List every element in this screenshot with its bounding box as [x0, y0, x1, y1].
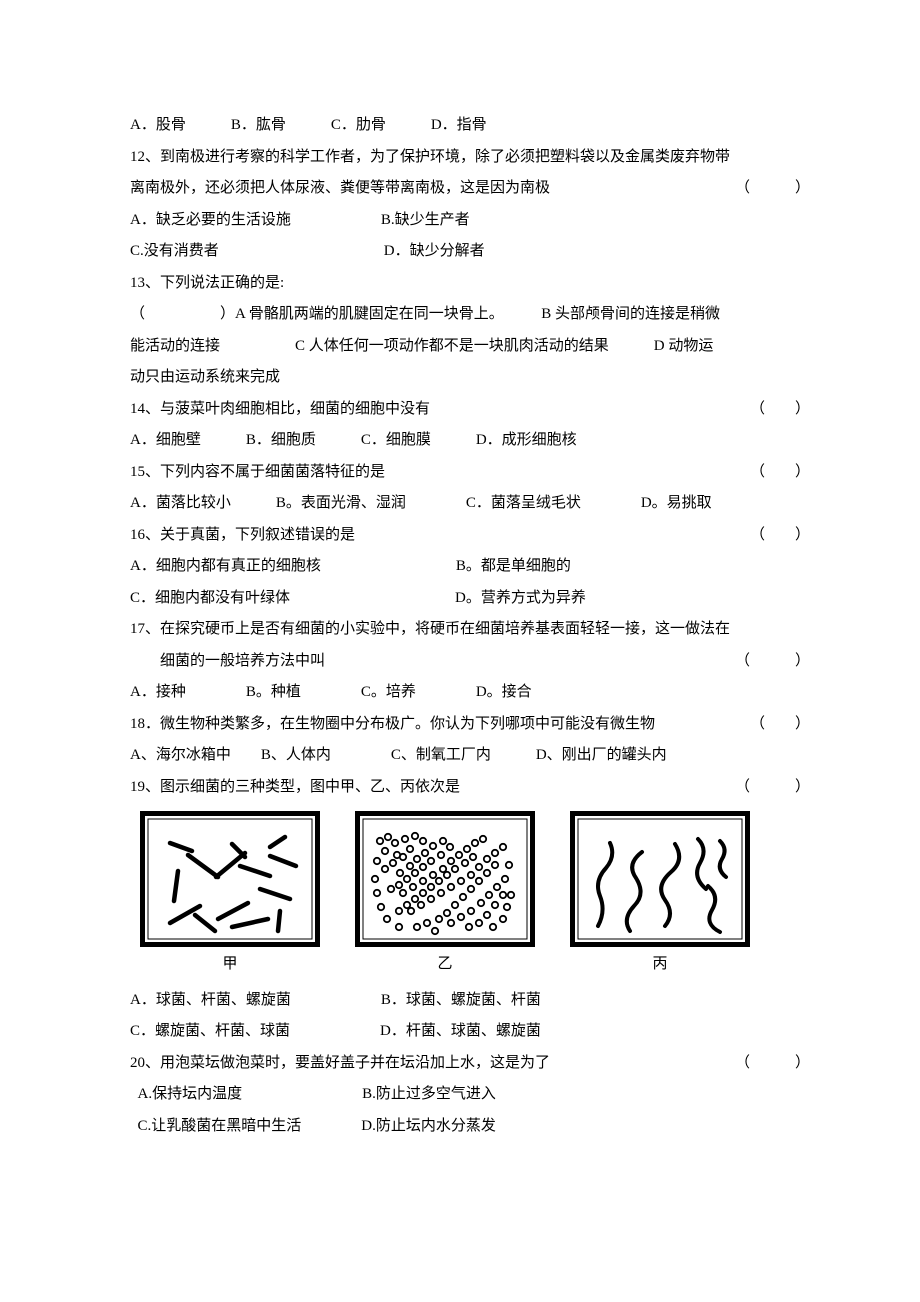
- figure-bing-svg: [570, 811, 750, 947]
- q20-options-cd: C.让乳酸菌在黑暗中生活 D.防止坛内水分蒸发: [130, 1111, 810, 1143]
- q19-options-ab: A．球菌、杆菌、螺旋菌 B．球菌、螺旋菌、杆菌: [130, 985, 810, 1017]
- q14-answer-bracket: （ ）: [750, 394, 810, 426]
- q19-answer-bracket: （ ）: [735, 772, 810, 804]
- q12-answer-bracket: （ ）: [735, 173, 810, 205]
- q12-stem-text: 离南极外，还必须把人体尿液、粪便等带离南极，这是因为南极: [130, 180, 550, 196]
- q14-stem: 14、与菠菜叶肉细胞相比，细菌的细胞中没有 （ ）: [130, 394, 810, 426]
- figure-yi: 乙: [355, 811, 535, 981]
- q20-stem-text: 20、用泡菜坛做泡菜时，要盖好盖子并在坛沿加上水，这是为了: [130, 1055, 550, 1071]
- figure-yi-label: 乙: [437, 949, 452, 981]
- q20-stem: 20、用泡菜坛做泡菜时，要盖好盖子并在坛沿加上水，这是为了 （ ）: [130, 1048, 810, 1080]
- q12-stem-line1: 12、到南极进行考察的科学工作者，为了保护环境，除了必须把塑料袋以及金属类废弃物…: [130, 142, 810, 174]
- q15-stem-text: 15、下列内容不属于细菌菌落特征的是: [130, 464, 385, 480]
- q13-body2: 能活动的连接 C 人体任何一项动作都不是一块肌肉活动的结果 D 动物运: [130, 331, 810, 363]
- q17-options: A．接种 B。种植 C。培养 D。接合: [130, 677, 810, 709]
- figure-jia: 甲: [140, 811, 320, 981]
- q15-options: A．菌落比较小 B。表面光滑、湿润 C．菌落呈绒毛状 D。易挑取: [130, 488, 810, 520]
- q15-answer-bracket: （ ）: [750, 457, 810, 489]
- bacteria-figures: 甲 乙 丙: [130, 811, 810, 981]
- q16-answer-bracket: （ ）: [750, 520, 810, 552]
- q16-options-cd: C．细胞内都没有叶绿体 D。营养方式为异养: [130, 583, 810, 615]
- q16-stem-text: 16、关于真菌，下列叙述错误的是: [130, 527, 355, 543]
- q20-options-ab: A.保持坛内温度 B.防止过多空气进入: [130, 1079, 810, 1111]
- q15-stem: 15、下列内容不属于细菌菌落特征的是 （ ）: [130, 457, 810, 489]
- q19-stem: 19、图示细菌的三种类型，图中甲、乙、丙依次是 （ ）: [130, 772, 810, 804]
- q19-options-cd: C．螺旋菌、杆菌、球菌 D．杆菌、球菌、螺旋菌: [130, 1016, 810, 1048]
- q11-options: A．股骨 B．肱骨 C．肋骨 D．指骨: [130, 110, 810, 142]
- q13-bracket: （ ）: [130, 306, 235, 322]
- q18-options: A、海尔冰箱中 B、人体内 C、制氧工厂内 D、刚出厂的罐头内: [130, 740, 810, 772]
- q17-stem-text: 细菌的一般培养方法中叫: [160, 653, 325, 669]
- q13-line1: （ ）A 骨骼肌两端的肌腱固定在同一块骨上。 B 头部颅骨间的连接是稍微: [130, 299, 810, 331]
- q17-answer-bracket: （ ）: [735, 646, 810, 678]
- q14-stem-text: 14、与菠菜叶肉细胞相比，细菌的细胞中没有: [130, 401, 430, 417]
- q16-options-ab: A．细胞内都有真正的细胞核 B。都是单细胞的: [130, 551, 810, 583]
- figure-jia-svg: [140, 811, 320, 947]
- q18-stem-text: 18．微生物种类繁多，在生物圈中分布极广。你认为下列哪项中可能没有微生物: [130, 716, 655, 732]
- q17-stem-line1: 17、在探究硬币上是否有细菌的小实验中，将硬币在细菌培养基表面轻轻一接，这一做法…: [130, 614, 810, 646]
- figure-bing: 丙: [570, 811, 750, 981]
- q19-stem-text: 19、图示细菌的三种类型，图中甲、乙、丙依次是: [130, 779, 460, 795]
- q16-stem: 16、关于真菌，下列叙述错误的是 （ ）: [130, 520, 810, 552]
- q18-stem: 18．微生物种类繁多，在生物圈中分布极广。你认为下列哪项中可能没有微生物 （ ）: [130, 709, 810, 741]
- q13-body3: 动只由运动系统来完成: [130, 362, 810, 394]
- q13-body1: A 骨骼肌两端的肌腱固定在同一块骨上。 B 头部颅骨间的连接是稍微: [235, 306, 720, 322]
- q12-stem-line2: 离南极外，还必须把人体尿液、粪便等带离南极，这是因为南极 （ ）: [130, 173, 810, 205]
- q17-stem-line2: 细菌的一般培养方法中叫 （ ）: [130, 646, 810, 678]
- q14-options: A．细胞壁 B．细胞质 C．细胞膜 D．成形细胞核: [130, 425, 810, 457]
- q13-stem: 13、下列说法正确的是:: [130, 268, 810, 300]
- figure-bing-label: 丙: [652, 949, 667, 981]
- figure-jia-label: 甲: [222, 949, 237, 981]
- q12-options-cd: C.没有消费者 D．缺少分解者: [130, 236, 810, 268]
- q12-options-ab: A．缺乏必要的生活设施 B.缺少生产者: [130, 205, 810, 237]
- q20-answer-bracket: （ ）: [735, 1048, 810, 1080]
- q18-answer-bracket: （ ）: [750, 709, 810, 741]
- figure-yi-svg: [355, 811, 535, 947]
